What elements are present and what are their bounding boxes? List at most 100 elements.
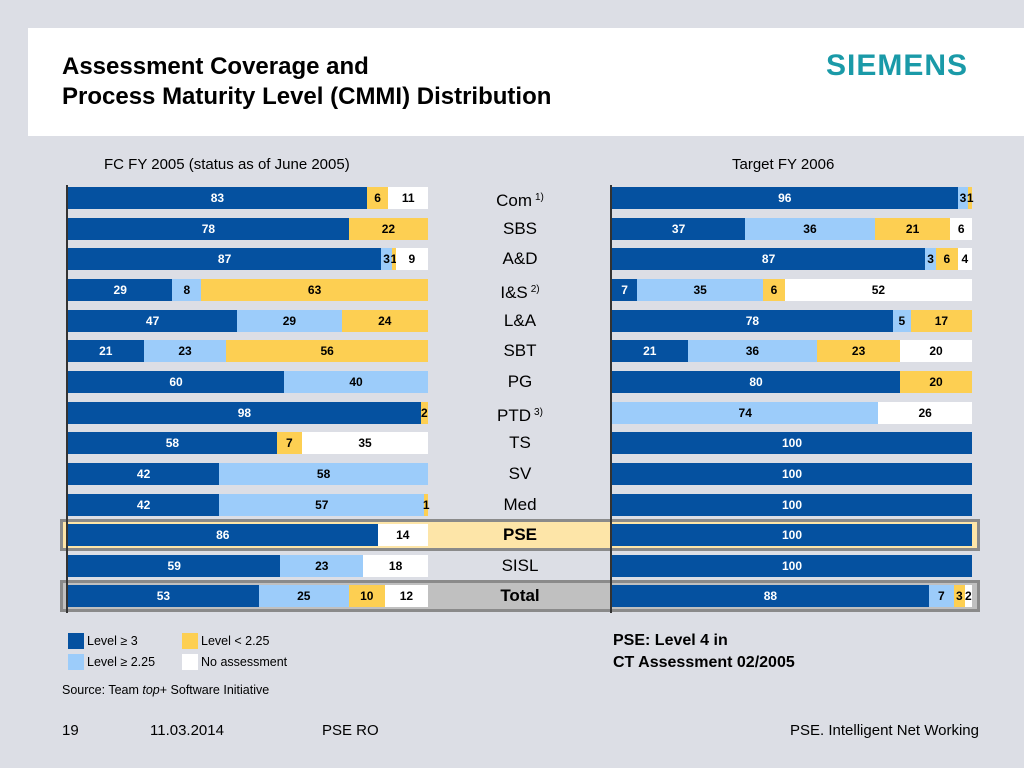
legend-item-level-ge-3: Level ≥ 3 bbox=[68, 633, 138, 649]
footnote-marker: 2) bbox=[530, 283, 540, 295]
fy2005-bar-level-ge-3: 98 bbox=[68, 401, 421, 424]
target2006-bar-level-lt-2-25: 1 bbox=[966, 187, 974, 209]
bar-value-label: 96 bbox=[778, 191, 792, 205]
bar-value-label: 42 bbox=[136, 497, 151, 512]
bar-value-label: 3 bbox=[959, 191, 967, 205]
fy2005-bar-no-assessment: 18 bbox=[363, 554, 428, 577]
target2006-bar-level-ge-3: 100 bbox=[612, 524, 972, 547]
bar-value-label: 78 bbox=[745, 313, 760, 328]
bar-value-label: 57 bbox=[315, 497, 329, 512]
fy2005-bar-level-ge-3: 58 bbox=[68, 432, 277, 455]
bar-value-label: 20 bbox=[929, 344, 943, 359]
footer-department: PSE RO bbox=[322, 722, 379, 739]
target2006-bar-level-ge-2-25: 7 bbox=[928, 585, 954, 608]
bar-value-label: 9 bbox=[408, 252, 416, 267]
bar-value-label: 12 bbox=[399, 589, 414, 604]
bar-value-label: 11 bbox=[401, 191, 415, 205]
fy2005-bar-level-ge-3: 42 bbox=[68, 462, 220, 485]
target2006-bar-no-assessment: 6 bbox=[950, 217, 972, 240]
fy2005-bar-no-assessment: 14 bbox=[377, 524, 428, 547]
category-text: Com bbox=[496, 191, 532, 210]
bar-value-label: 35 bbox=[693, 282, 707, 297]
bar-value-label: 14 bbox=[396, 528, 410, 543]
legend-swatch bbox=[182, 633, 198, 649]
bar-value-label: 58 bbox=[316, 466, 331, 481]
category-label: SBT bbox=[430, 340, 610, 362]
fy2005-bar-level-ge-2-25: 8 bbox=[172, 278, 202, 301]
fy2005-bar-level-ge-2-25: 57 bbox=[219, 493, 425, 516]
fy2005-bar-no-assessment: 9 bbox=[395, 248, 428, 271]
fy2005-bar-level-ge-2-25: 23 bbox=[280, 554, 364, 577]
target2006-bar-level-ge-3: 96 bbox=[612, 187, 958, 209]
target2006-bar-level-lt-2-25: 23 bbox=[817, 340, 900, 363]
bar-value-label: 23 bbox=[315, 558, 329, 573]
bar-value-label: 35 bbox=[358, 436, 372, 451]
target2006-bar-level-ge-3: 87 bbox=[612, 248, 926, 271]
bar-value-label: 100 bbox=[781, 528, 803, 543]
bar-value-label: 1 bbox=[966, 191, 974, 205]
bar-value-label: 83 bbox=[210, 191, 225, 205]
fy2005-bar-no-assessment: 35 bbox=[302, 432, 428, 455]
bar-value-label: 36 bbox=[745, 344, 760, 359]
category-text: L&A bbox=[503, 310, 537, 330]
category-text: I&S bbox=[500, 282, 528, 302]
slide-header: Assessment Coverage and Process Maturity… bbox=[28, 28, 1024, 136]
bar-value-label: 23 bbox=[178, 344, 192, 359]
target2006-bar-level-ge-2-25: 3 bbox=[925, 248, 936, 271]
bar-value-label: 98 bbox=[237, 405, 252, 420]
bar-value-label: 87 bbox=[217, 252, 232, 267]
source-suffix: + Software Initiative bbox=[159, 683, 270, 697]
fy2005-bar-level-lt-2-25: 63 bbox=[201, 278, 428, 301]
bar-value-label: 3 bbox=[956, 589, 963, 604]
target2006-bar-level-lt-2-25: 21 bbox=[874, 217, 951, 240]
target2006-bar-level-ge-3: 7 bbox=[612, 278, 638, 301]
left-chart-title: FC FY 2005 (status as of June 2005) bbox=[104, 156, 350, 173]
right-chart-title: Target FY 2006 bbox=[732, 156, 835, 173]
footer-date: 11.03.2014 bbox=[150, 722, 224, 739]
category-text: Med bbox=[503, 494, 537, 514]
category-label: L&A bbox=[430, 310, 610, 332]
bar-value-label: 56 bbox=[320, 344, 334, 359]
bar-value-label: 42 bbox=[136, 466, 151, 481]
legend-label: Level ≥ 3 bbox=[87, 634, 138, 648]
fy2005-bar-level-lt-2-25: 2 bbox=[420, 401, 428, 424]
bar-value-label: 26 bbox=[918, 405, 932, 420]
bar-value-label: 7 bbox=[621, 282, 628, 297]
target2006-bar-level-lt-2-25: 6 bbox=[763, 278, 785, 301]
fy2005-bar-level-ge-3: 60 bbox=[68, 370, 284, 393]
fy2005-bar-level-ge-2-25: 23 bbox=[143, 340, 227, 363]
category-text: A&D bbox=[502, 249, 538, 269]
bar-value-label: 100 bbox=[781, 497, 803, 512]
category-text: SBS bbox=[502, 218, 538, 238]
bar-value-label: 24 bbox=[378, 313, 392, 328]
source-prefix: Source: Team bbox=[62, 683, 143, 697]
bar-value-label: 25 bbox=[297, 589, 311, 604]
fy2005-bar-level-lt-2-25: 1 bbox=[390, 248, 397, 271]
bar-value-label: 10 bbox=[360, 589, 374, 604]
category-label: Med bbox=[430, 494, 610, 516]
title-line-2: Process Maturity Level (CMMI) Distributi… bbox=[62, 83, 552, 110]
fy2005-bar-level-lt-2-25: 1 bbox=[423, 493, 430, 516]
footnote-marker: 1) bbox=[535, 192, 544, 203]
legend-label: Level ≥ 2.25 bbox=[87, 655, 156, 669]
target2006-bar-level-lt-2-25: 20 bbox=[900, 370, 972, 393]
siemens-logo: SIEMENS bbox=[826, 49, 969, 82]
target2006-bar-no-assessment: 52 bbox=[784, 278, 972, 301]
bar-value-label: 3 bbox=[927, 252, 934, 267]
bar-value-label: 58 bbox=[165, 436, 180, 451]
bar-value-label: 6 bbox=[957, 221, 965, 236]
bar-value-label: 3 bbox=[383, 252, 390, 267]
target2006-bar-level-ge-2-25: 3 bbox=[957, 187, 969, 209]
fy2005-bar-no-assessment: 11 bbox=[388, 187, 428, 209]
left-axis-line bbox=[66, 185, 68, 613]
bar-value-label: 5 bbox=[898, 313, 906, 328]
bar-value-label: 6 bbox=[770, 282, 778, 297]
category-text: SISL bbox=[501, 555, 539, 575]
fy2005-bar-level-ge-3: 83 bbox=[68, 187, 367, 209]
footnote-marker: 3) bbox=[534, 406, 543, 418]
target2006-bar-level-ge-3: 100 bbox=[612, 554, 972, 577]
fy2005-bar-no-assessment: 12 bbox=[384, 585, 428, 608]
target2006-bar-no-assessment: 26 bbox=[878, 401, 972, 424]
bar-value-label: 21 bbox=[99, 344, 113, 359]
category-label: A&D bbox=[430, 248, 610, 270]
